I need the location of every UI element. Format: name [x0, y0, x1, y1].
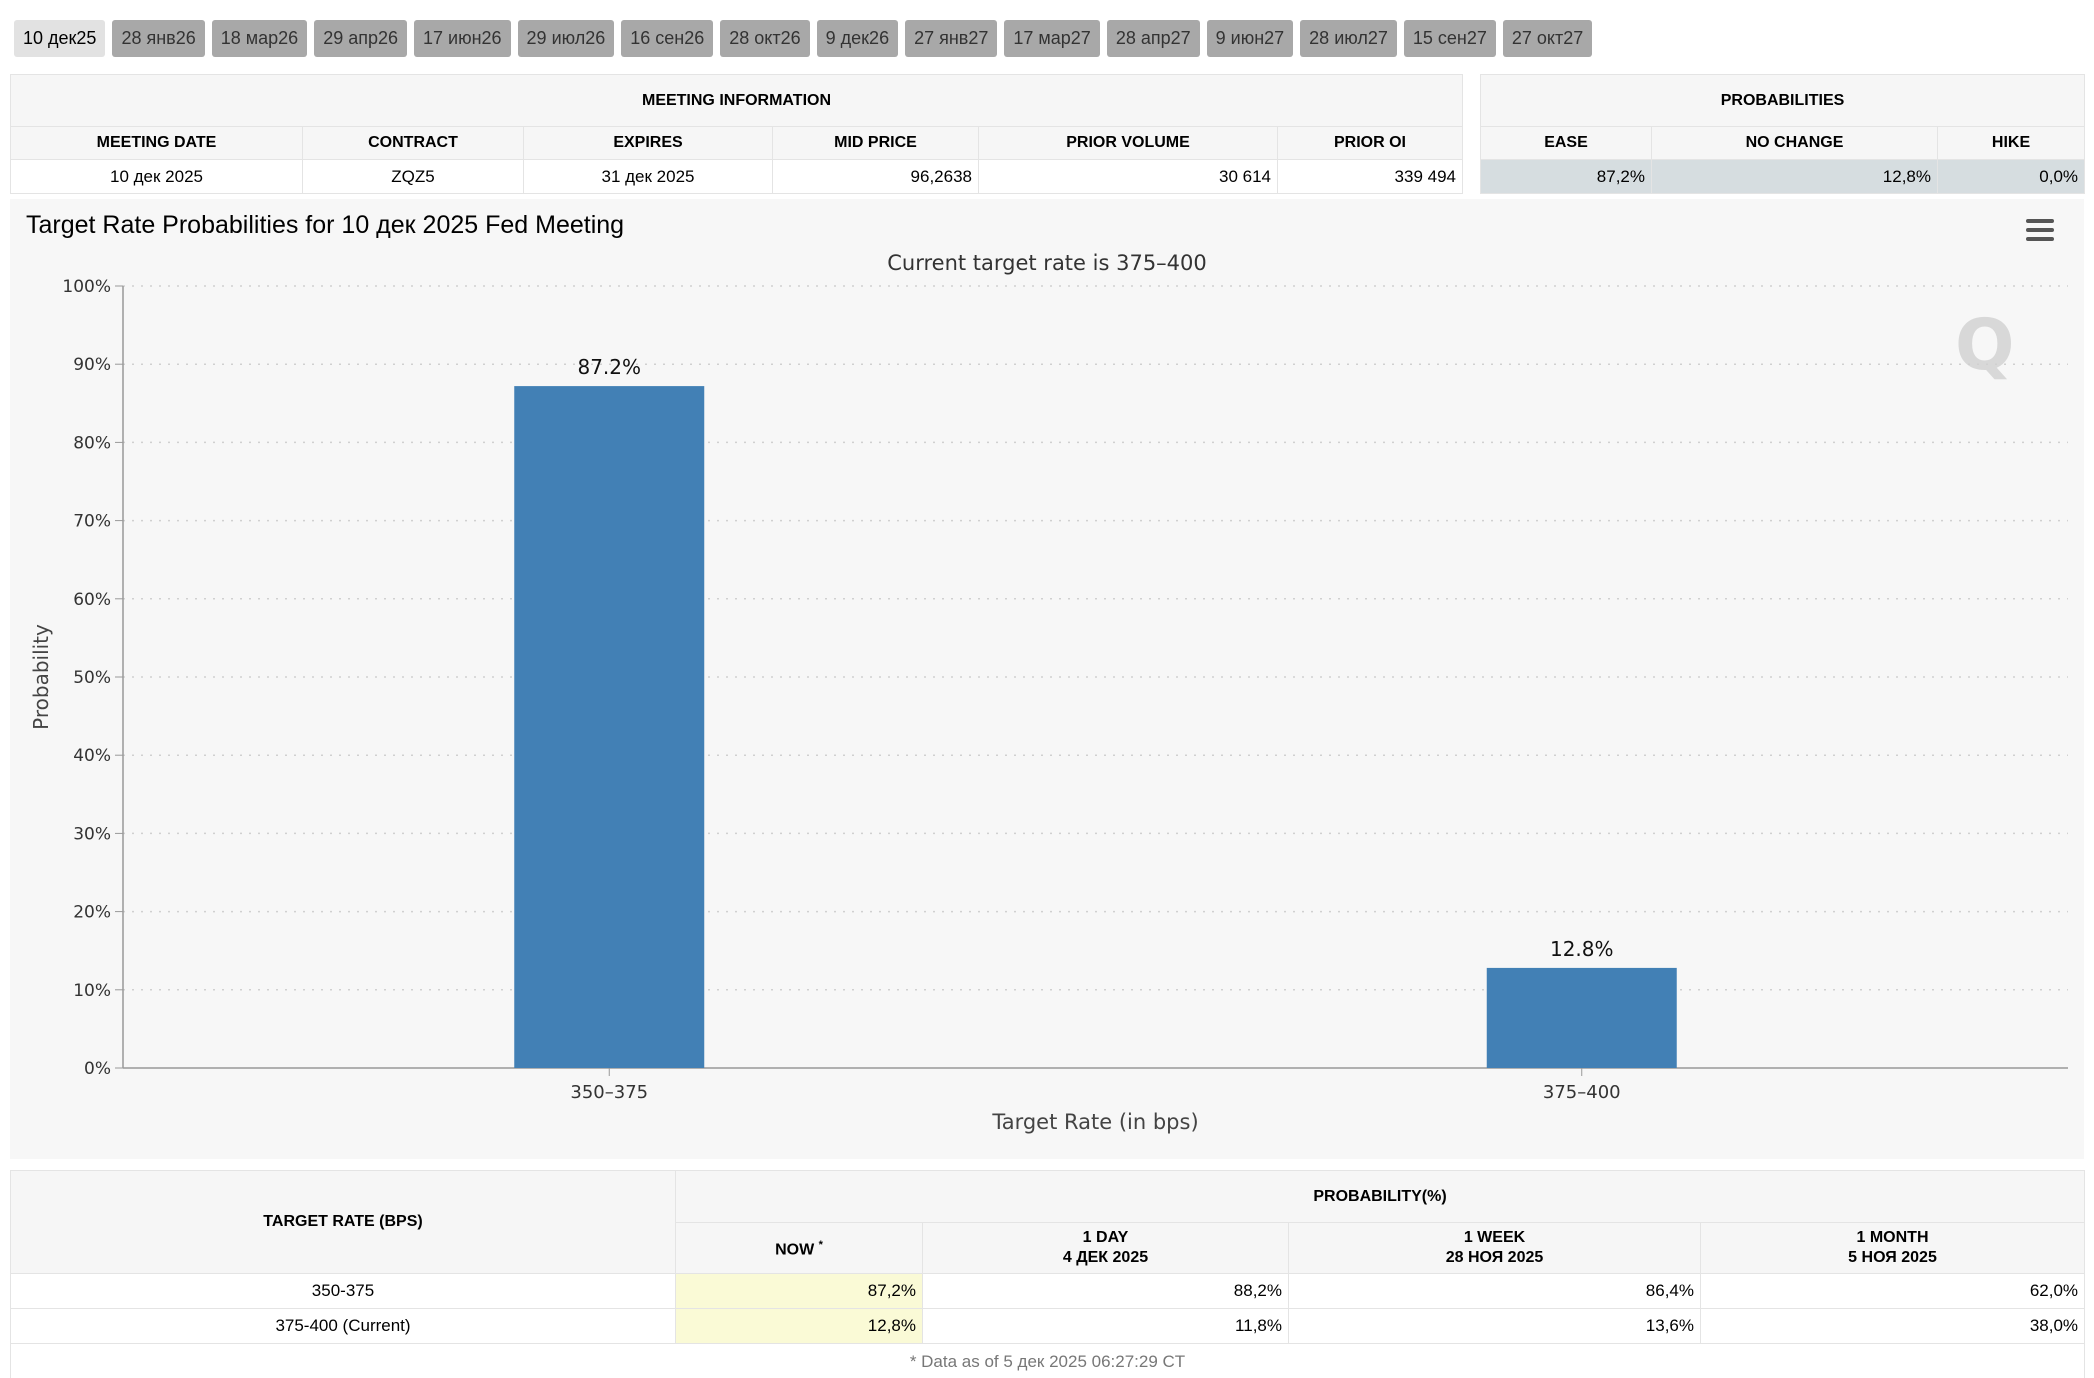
no-change-value: 12,8%: [1651, 159, 1938, 194]
chart-panel: Q 0% 10% 20% 30% 40% 50% 60% 70% 80% 90% 100% 87.2% 3…: [10, 199, 2084, 1159]
tab-meeting-date[interactable]: 28 апр27: [1106, 20, 1200, 57]
y-tick-label: 100%: [62, 277, 111, 297]
expires-value: 31 дек 2025: [523, 159, 773, 194]
meeting-tabs: 10 дек25 28 янв26 18 мар26 29 апр26 17 июн26…: [14, 20, 1593, 57]
prior-oi-value: 339 494: [1277, 159, 1463, 194]
table-row: 87,2% 12,8% 0,0%: [1480, 159, 2086, 194]
week-cell: 13,6%: [1288, 1308, 1701, 1344]
chart-subtitle: Current target rate is 375–400: [887, 251, 1207, 275]
mid-price-value: 96,2638: [772, 159, 979, 194]
watermark-logo-icon: Q: [1955, 304, 2015, 386]
y-tick-label: 30%: [73, 824, 111, 844]
y-tick-label: 90%: [73, 355, 111, 375]
tab-meeting-date[interactable]: 16 сен26: [621, 20, 714, 57]
col-prior-volume: PRIOR VOLUME: [978, 126, 1278, 160]
week-cell: 86,4%: [1288, 1273, 1701, 1309]
x-tick-label: 375–400: [1543, 1082, 1621, 1103]
rate-cell: 375-400 (Current): [10, 1308, 676, 1344]
table-row: 10 дек 2025 ZQZ5 31 дек 2025 96,2638 30 …: [10, 159, 1463, 194]
y-tick-label: 0%: [84, 1059, 111, 1079]
tab-meeting-date[interactable]: 27 окт27: [1502, 20, 1593, 57]
tab-meeting-date[interactable]: 28 июл27: [1300, 20, 1397, 57]
col-contract: CONTRACT: [302, 126, 524, 160]
day-cell: 11,8%: [922, 1308, 1289, 1344]
tab-meeting-date[interactable]: 28 янв26: [112, 20, 205, 57]
x-tick-label: 350–375: [570, 1082, 648, 1103]
target-rate-heading: TARGET RATE (BPS): [10, 1170, 676, 1274]
col-1-day: 1 DAY 4 ДЕК 2025: [922, 1222, 1289, 1274]
tab-meeting-date[interactable]: 29 апр26: [314, 20, 407, 57]
col-1-month: 1 MONTH 5 НОЯ 2025: [1699, 1222, 2086, 1274]
col-meeting-date: MEETING DATE: [10, 126, 303, 160]
y-tick-label: 50%: [73, 668, 111, 688]
now-cell: 87,2%: [675, 1273, 923, 1309]
y-tick-label: 10%: [73, 981, 111, 1001]
probabilities-table: PROBABILITIES EASE NO CHANGE HIKE 87,2% …: [1479, 74, 2086, 194]
rate-cell: 350-375: [10, 1273, 676, 1309]
col-now: NOW *: [675, 1222, 923, 1274]
probability-history-table: TARGET RATE (BPS) PROBABILITY(%) NOW * 1…: [9, 1170, 2086, 1378]
bar: [1486, 967, 1677, 1068]
y-tick-label: 20%: [73, 903, 111, 923]
table-row: 375-400 (Current) 12,8% 11,8% 13,6% 38,0…: [10, 1308, 2086, 1344]
hamburger-menu-icon[interactable]: [2026, 219, 2054, 243]
tab-meeting-date[interactable]: 18 мар26: [211, 20, 308, 57]
hike-value: 0,0%: [1936, 159, 2086, 194]
probability-bar-chart: Q 0% 10% 20% 30% 40% 50% 60% 70% 80% 90% 100% 87.2% 3…: [29, 277, 2068, 1134]
table-row: 350-375 87,2% 88,2% 86,4% 62,0%: [10, 1273, 2086, 1309]
tab-meeting-date[interactable]: 28 окт26: [720, 20, 810, 57]
month-cell: 62,0%: [1699, 1273, 2086, 1309]
probabilities-heading: PROBABILITIES: [1479, 74, 2086, 127]
tab-meeting-date[interactable]: 17 мар27: [1004, 20, 1100, 57]
ease-value: 87,2%: [1480, 159, 1652, 194]
y-axis-title: Probability: [29, 624, 53, 730]
col-expires: EXPIRES: [523, 126, 773, 160]
tab-meeting-date[interactable]: 15 сен27: [1403, 20, 1496, 57]
chart-title: Target Rate Probabilities for 10 дек 202…: [26, 211, 625, 239]
prior-volume-value: 30 614: [978, 159, 1278, 194]
bar-data-label: 12.8%: [1550, 937, 1614, 961]
x-axis-title: Target Rate (in bps): [991, 1110, 1198, 1134]
y-tick-label: 60%: [73, 590, 111, 610]
bar: [514, 386, 705, 1068]
meeting-information-table: MEETING INFORMATION MEETING DATE CONTRAC…: [10, 74, 1463, 194]
col-no-change: NO CHANGE: [1651, 126, 1938, 160]
data-timestamp-note: * Data as of 5 дек 2025 06:27:29 CT: [9, 1343, 2086, 1378]
tab-meeting-date[interactable]: 17 июн26: [414, 20, 511, 57]
col-hike: HIKE: [1936, 126, 2086, 160]
col-mid-price: MID PRICE: [772, 126, 979, 160]
meeting-date-value: 10 дек 2025: [10, 159, 303, 194]
y-tick-label: 70%: [73, 512, 111, 532]
tab-meeting-date[interactable]: 9 дек26: [816, 20, 899, 57]
tab-meeting-date[interactable]: 29 июл26: [517, 20, 615, 57]
col-1-week: 1 WEEK 28 НОЯ 2025: [1288, 1222, 1701, 1274]
y-tick-label: 80%: [73, 433, 111, 453]
col-ease: EASE: [1480, 126, 1652, 160]
month-cell: 38,0%: [1699, 1308, 2086, 1344]
tab-meeting-date[interactable]: 27 янв27: [905, 20, 998, 57]
now-cell: 12,8%: [675, 1308, 923, 1344]
tab-meeting-date[interactable]: 9 июн27: [1206, 20, 1294, 57]
tab-meeting-date[interactable]: 10 дек25: [14, 20, 106, 57]
col-prior-oi: PRIOR OI: [1277, 126, 1463, 160]
bar-data-label: 87.2%: [577, 355, 641, 379]
contract-value: ZQZ5: [302, 159, 524, 194]
probability-heading: PROBABILITY(%): [674, 1170, 2086, 1223]
day-cell: 88,2%: [922, 1273, 1289, 1309]
meeting-information-heading: MEETING INFORMATION: [10, 74, 1463, 127]
y-tick-label: 40%: [73, 746, 111, 766]
